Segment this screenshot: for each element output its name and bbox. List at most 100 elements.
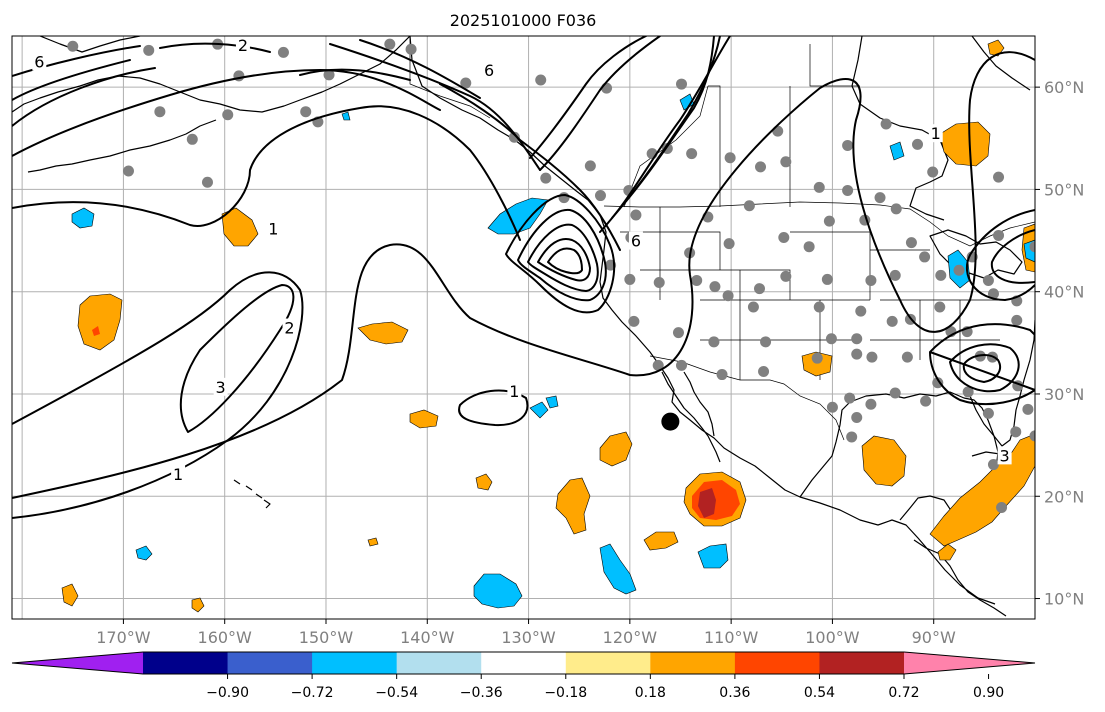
station-dot [653,276,665,288]
contour-line [12,105,521,241]
station-dot [889,387,901,399]
positive-anomaly [801,351,833,377]
latitude-tick-label: 50°N [1044,180,1084,199]
contour-line [12,271,304,519]
contour-line [547,247,583,275]
colorbar-segment [396,652,482,674]
station-dot [886,315,898,327]
colorbar-segment [227,652,313,674]
contour-label: 1 [268,219,278,238]
station-dot [384,38,396,50]
station-dot [1029,430,1035,442]
positive-anomaly [61,583,79,607]
positive-anomaly [555,477,591,535]
latitude-tick-label: 10°N [1044,590,1084,609]
positive-anomaly [221,207,259,247]
contour-label: 1 [931,124,941,143]
us-states [620,207,1000,380]
colorbar-segment [734,652,820,674]
alaska-coastline [12,36,411,113]
colorbar-tick-label: −0.18 [544,685,587,701]
positive-anomaly [191,597,205,613]
station-dot [932,377,944,389]
colorbar-segment [312,652,398,674]
contour-label-background [32,52,47,71]
latitude-tick-label: 20°N [1044,487,1084,506]
contour-label: 2 [238,36,248,55]
station-dot [927,166,939,178]
station-dot [755,161,767,173]
station-dot [753,283,765,295]
colorbar-segment [481,652,567,674]
coastlines [12,36,1035,617]
contour-line [990,229,1035,284]
station-dot [676,78,688,90]
station-dot [1011,314,1023,326]
station-dot [1022,403,1034,415]
station-dot [855,305,867,317]
station-dot [676,359,688,371]
station-dot [844,392,856,404]
contour-label: 1 [509,382,519,401]
station-dot [708,336,720,348]
station-dot [460,77,472,89]
contour-line [12,51,1035,499]
station-dot [780,270,792,282]
station-dot [300,106,312,118]
station-dot [987,459,999,471]
negative-anomaly [487,197,549,235]
station-dot [652,359,664,371]
positive-anomaly-core [698,488,716,518]
station-dot [716,369,728,381]
contour-line [505,194,615,314]
positive-anomaly [643,531,679,551]
contour-label-background [507,381,522,400]
negative-anomaly [889,141,905,161]
positive-anomaly [861,435,907,487]
baja-california-peninsula [661,371,721,463]
station-dot [760,336,772,348]
positive-anomaly [599,431,633,467]
contour-line [12,45,141,77]
colorbar-tick-label: −0.72 [291,685,334,701]
station-dot [905,237,917,249]
station-dot [842,184,854,196]
contour-label-background [266,219,281,238]
contour-line [621,36,715,207]
station-dot [846,431,858,443]
station-dot [201,176,213,188]
station-dot [890,203,902,215]
longitude-tick-labels: 170°W 160°W 150°W 140°W 130°W 120°W 110°W 100°W… [96,619,956,647]
station-dot [405,43,417,55]
longitude-tick-label: 120°W [603,628,658,647]
hawaiian-islands [233,479,271,509]
negative-anomaly [697,543,729,569]
latitude-tick-label: 30°N [1044,385,1084,404]
station-dot [851,333,863,345]
station-dot [722,290,734,302]
station-dot [865,274,877,286]
contour-line [517,208,607,302]
station-dot [813,181,825,193]
labrador-coastline [971,36,1031,91]
station-dot [851,348,863,360]
station-dot [935,269,947,281]
contour-line [458,389,529,427]
contour-line [537,238,591,282]
longitude-tick-label: 130°W [501,628,556,647]
contour-label-background [482,60,497,79]
positive-anomaly [987,39,1005,57]
station-dot [778,231,790,243]
station-dot [962,386,974,398]
station-dot [803,241,815,253]
station-dot [67,40,79,52]
station-dot [874,192,886,204]
map-title: 2025101000 F036 [450,11,597,30]
negative-anomaly [135,545,153,561]
canada-provinces [623,44,860,208]
station-dot [630,209,642,221]
station-dot [842,139,854,151]
positive-anomaly [409,409,439,429]
colorbar-tick-label: 0.54 [804,685,835,701]
